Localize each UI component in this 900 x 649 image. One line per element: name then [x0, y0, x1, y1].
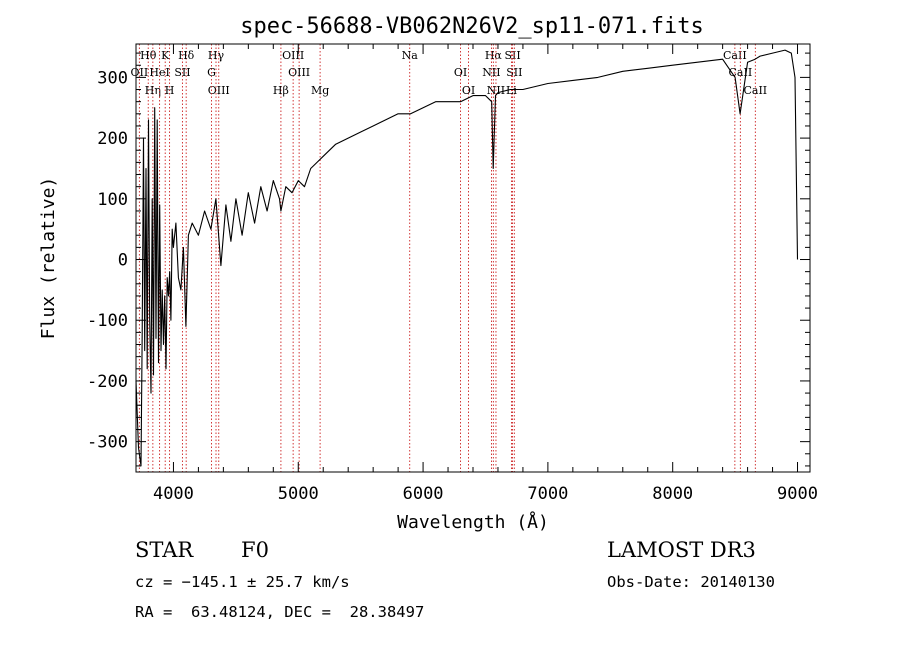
y-tick-label-300: 300: [97, 68, 128, 88]
x-tick-label-9000: 9000: [777, 484, 818, 504]
spectral-line-markers: HθOIIHηKHeIHHδSIIOIIIHγGHβOIIIOIIIMgNaOI…: [131, 44, 767, 472]
spectral-line-label-12: OIII: [282, 49, 304, 62]
coordinates-readout: RA = 63.48124, DEC = 28.38497: [135, 603, 425, 621]
spectral-line-label-14: Mg: [311, 84, 329, 97]
survey-name: LAMOST DR3: [607, 538, 756, 562]
spectral-line-label-19: NII: [482, 66, 500, 79]
spectral-line-label-22: SII: [506, 66, 522, 79]
spectral-line-label-7: SII: [174, 66, 190, 79]
y-tick-label-200: 200: [97, 129, 128, 149]
spectral-line-label-17: OI: [462, 84, 475, 97]
spectral-line-label-1: OII: [131, 66, 149, 79]
spectral-line-label-4: HeI: [149, 66, 169, 79]
object-subclass: F0: [241, 538, 269, 562]
spectral-line-label-8: OIII: [208, 84, 230, 97]
spectral-line-label-20: NII: [487, 84, 505, 97]
spectral-line-label-6: Hδ: [178, 49, 195, 62]
flux-series: [135, 49, 799, 467]
object-class: STAR: [135, 538, 194, 562]
x-tick-label-5000: 5000: [278, 484, 319, 504]
spectral-line-label-3: K: [161, 49, 170, 62]
spectral-line-label-2: Hη: [145, 84, 161, 97]
spectral-line-label-0: Hθ: [140, 49, 157, 62]
axis-ticks: 4000 5000 6000 7000 8000 9000 -300 -200 -100 0 100…: [87, 44, 818, 504]
x-tick-label-6000: 6000: [403, 484, 444, 504]
spectral-line-label-5: H: [165, 84, 175, 97]
spectral-line-label-10: G: [207, 66, 216, 79]
x-tick-label-8000: 8000: [652, 484, 693, 504]
spectral-line-label-23: Li: [506, 84, 517, 97]
y-tick-label--100: -100: [87, 311, 128, 331]
x-tick-label-4000: 4000: [153, 484, 194, 504]
spectral-line-label-21: SII: [504, 49, 520, 62]
spectral-line-label-16: OI: [454, 66, 467, 79]
y-tick-label-0: 0: [118, 251, 128, 271]
flux-line: [135, 49, 799, 467]
redshift-readout: cz = −145.1 ± 25.7 km/s: [135, 573, 350, 591]
spectral-line-label-26: CaII: [743, 84, 767, 97]
plot-frame: [135, 43, 811, 473]
y-axis-label: Flux (relative): [38, 177, 59, 340]
observation-date: Obs-Date: 20140130: [607, 573, 775, 591]
spectral-line-label-13: OIII: [288, 66, 310, 79]
y-tick-label--300: -300: [87, 433, 128, 453]
spectral-line-label-18: Hα: [485, 49, 503, 62]
chart-title: spec-56688-VB062N26V2_sp11-071.fits: [240, 14, 704, 39]
spectral-line-label-9: Hγ: [208, 49, 225, 62]
spectral-line-label-24: CaII: [723, 49, 747, 62]
y-tick-label--200: -200: [87, 372, 128, 392]
x-axis-label: Wavelength (Å): [397, 511, 549, 533]
x-tick-label-7000: 7000: [527, 484, 568, 504]
y-tick-label-100: 100: [97, 190, 128, 210]
spectral-line-label-11: Hβ: [273, 84, 289, 97]
spectral-line-label-15: Na: [402, 49, 419, 62]
